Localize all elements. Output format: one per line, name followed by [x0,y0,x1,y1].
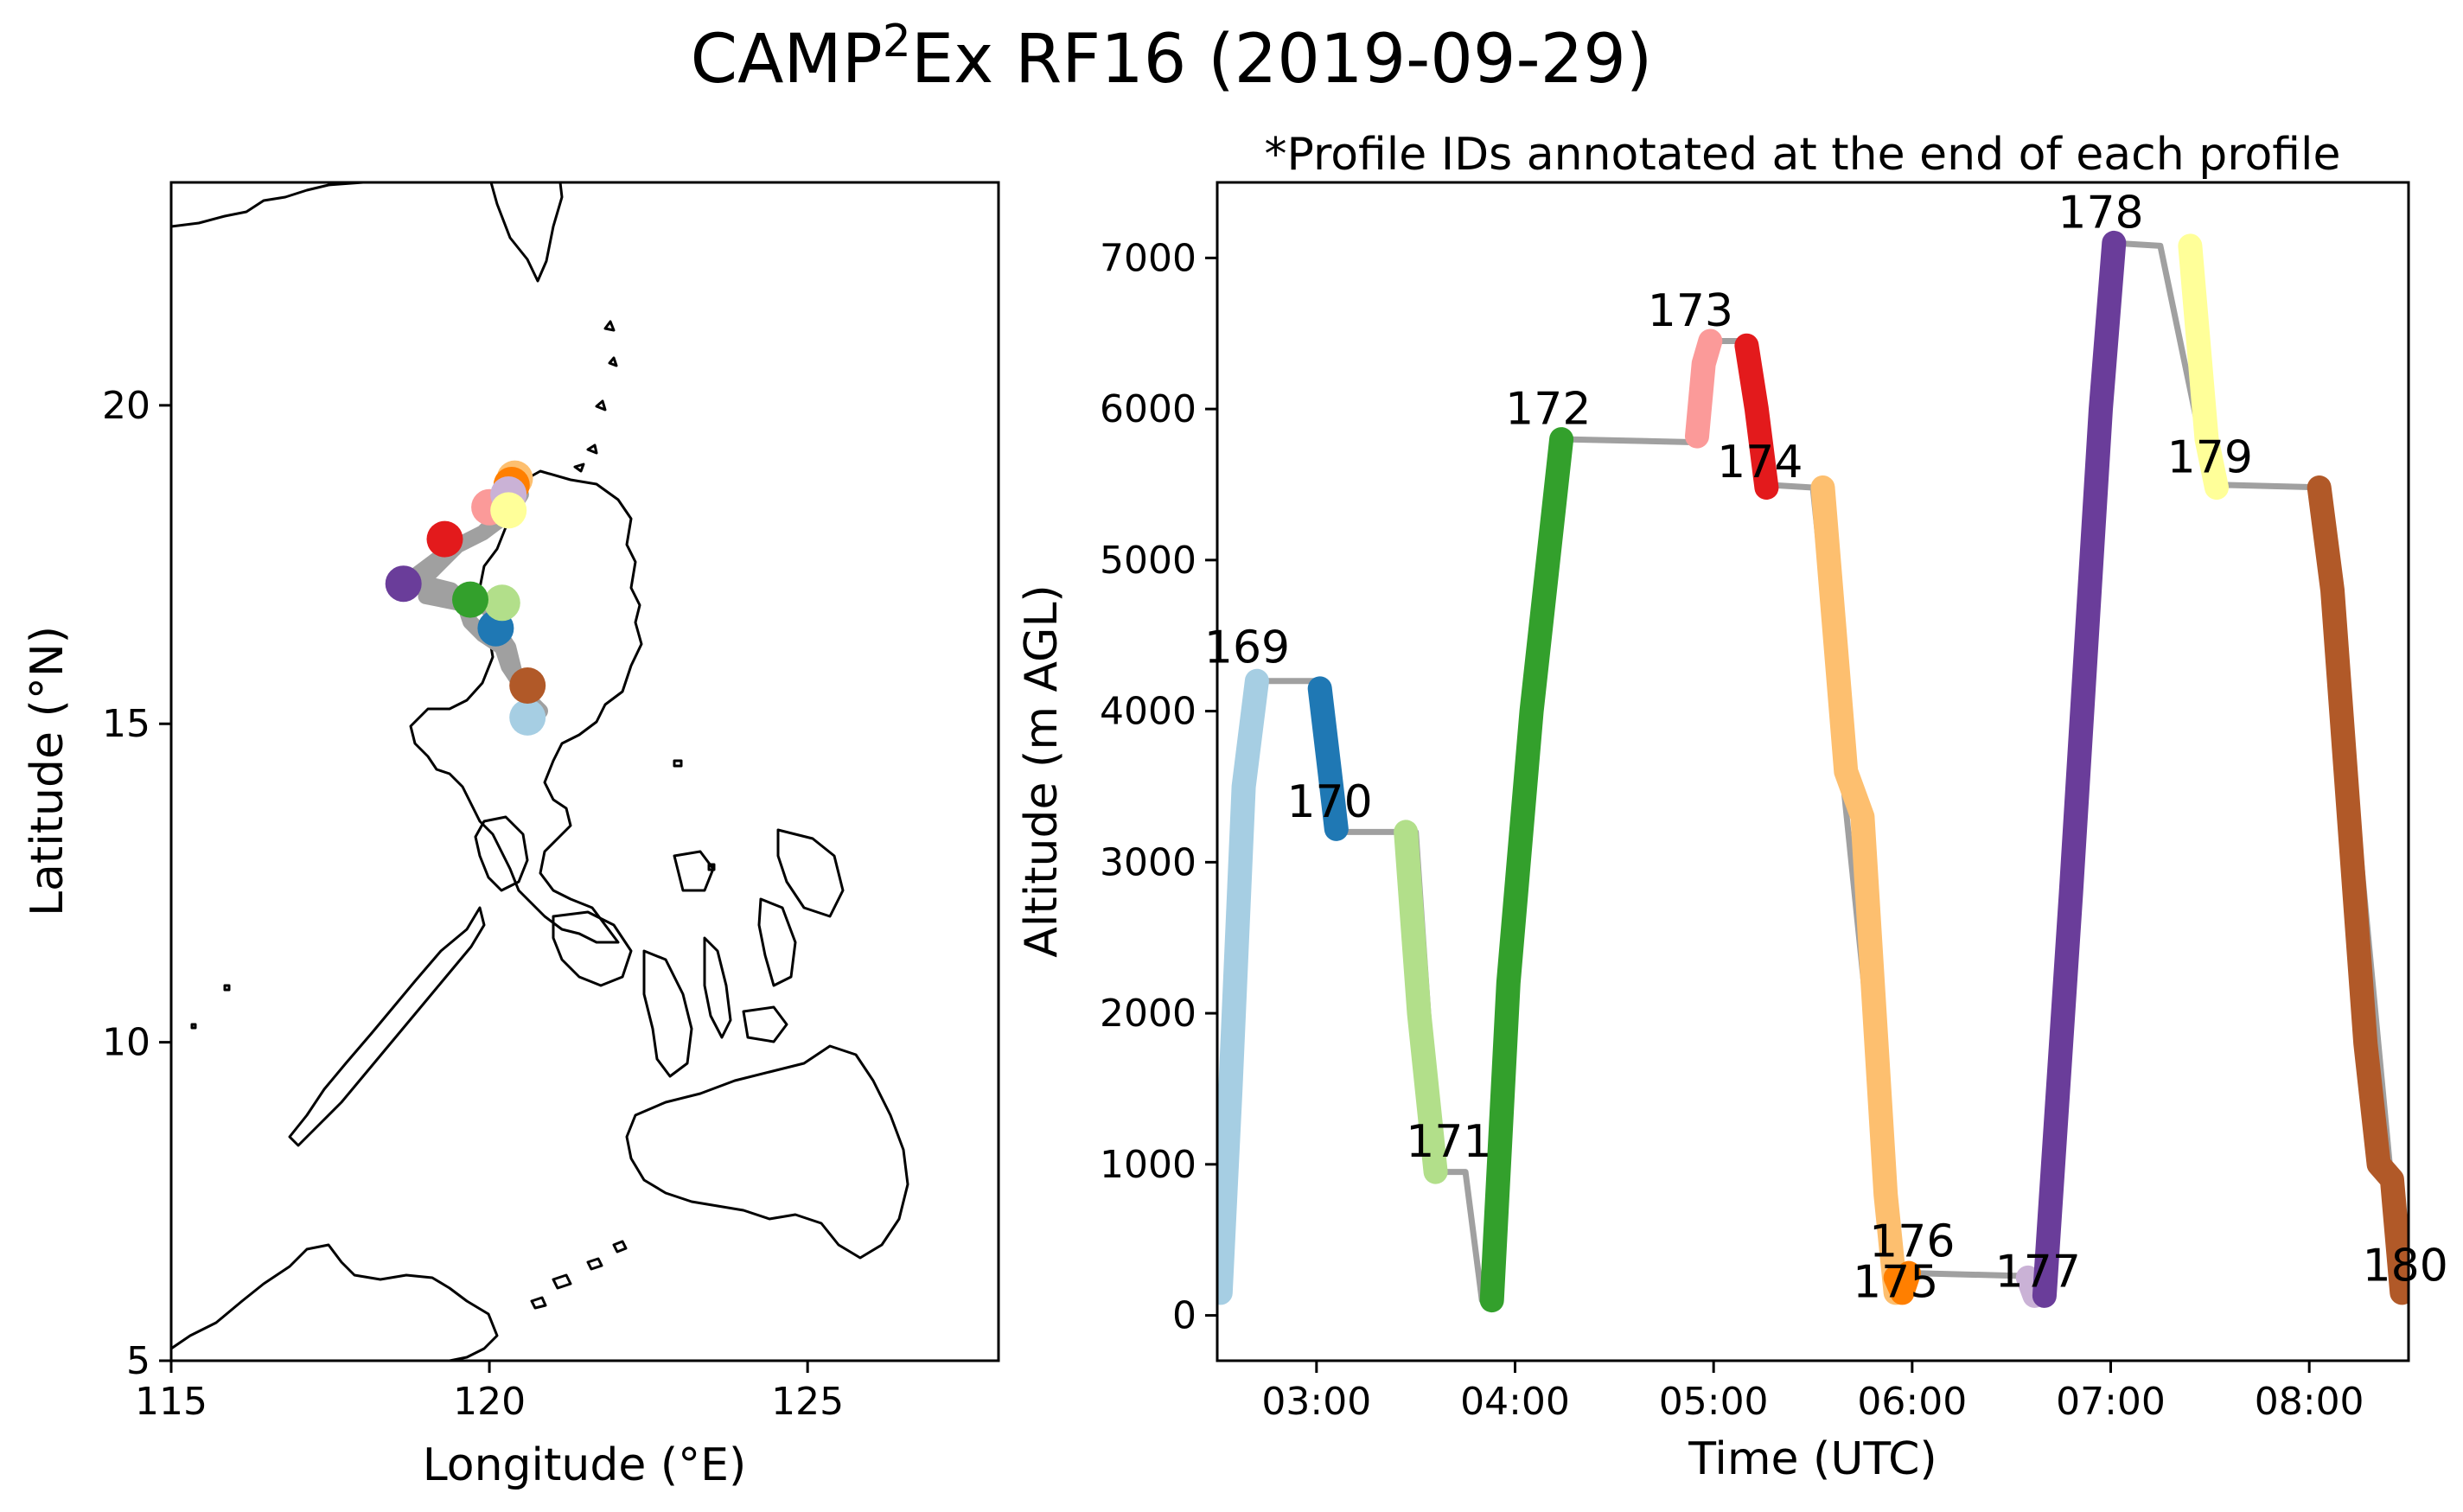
profile-label-173: 173 [1648,285,1733,337]
map-background [171,182,999,1361]
map-ytick-label: 10 [102,1021,150,1065]
map-axes: 115 120 125 5 10 15 20 [102,384,844,1424]
profile-line-170 [1307,676,1349,841]
title-main: CAMP [691,21,883,99]
altitude-ytick-label: 3000 [1100,840,1196,884]
altitude-ytick-label: 2000 [1100,992,1196,1036]
figure-title: CAMP2Ex RF16 (2019-09-29) [691,16,1653,99]
altitude-ytick-label: 0 [1172,1294,1196,1338]
profile-label-170: 170 [1286,776,1372,828]
coastlines [171,182,909,1361]
profile-line-180 [2307,475,2409,1305]
map-xtick-label: 125 [771,1380,844,1424]
map-point-174 [426,520,463,558]
coastline-borneo [171,1243,499,1361]
profile-line-174 [1734,333,1779,500]
profile-line-171 [1394,820,1448,1184]
title-sup: 2 [883,16,911,67]
coastline-islands-north [573,320,618,473]
altitude-ylabel: Altitude (m AGL) [1016,584,1068,957]
profile-line-169 [1217,668,1269,1305]
coastline-sulu [530,1240,628,1310]
coastline-china [171,182,364,228]
altitude-xtick-label: 08:00 [2255,1380,2364,1424]
profile-label-171: 171 [1406,1116,1491,1168]
profile-line-179 [2178,233,2229,500]
altitude-xtick-label: 05:00 [1659,1380,1769,1424]
map-xtick-label: 120 [453,1380,526,1424]
map-frame [169,181,1000,1362]
profile-label-174: 174 [1717,437,1803,488]
map-point-172 [452,581,488,618]
map-point-171 [483,584,520,622]
coastline-islets [190,759,716,1030]
coastline-cebu [703,936,732,1039]
coastline-palawan [288,906,486,1147]
profile-label-179: 179 [2167,432,2253,484]
coastline-luzon [409,469,643,944]
altitude-chart-title: *Profile IDs annotated at the end of eac… [1265,129,2341,181]
altitude-panel: *Profile IDs annotated at the end of eac… [1016,129,2448,1485]
altitude-ytick-label: 5000 [1100,539,1196,583]
altitude-xlabel: Time (UTC) [1688,1433,1937,1485]
map-point-169 [509,699,546,736]
profile-line-173 [1685,329,1723,449]
profile-label-172: 172 [1505,384,1591,436]
altitude-ytick-label: 1000 [1100,1143,1196,1187]
coastline-samar [776,828,845,918]
profile-label-177: 177 [1995,1246,2081,1298]
title-rest: Ex RF16 (2019-09-29) [911,21,1653,99]
profile-line-176 [1883,1260,1921,1305]
map-xlabel: Longitude (°E) [423,1439,747,1491]
coastline-masbate [673,850,715,892]
altitude-ytick-label: 4000 [1100,690,1196,734]
coastline-leyte [757,897,797,987]
altitude-xtick-label: 04:00 [1460,1380,1570,1424]
map-ytick-label: 5 [126,1339,150,1383]
altitude-xtick-label: 07:00 [2056,1380,2166,1424]
profile-line-178 [2032,230,2127,1308]
altitude-axes: 03:00 04:00 05:00 06:00 07:00 08:00 0 1000 2000 3… [1100,236,2364,1424]
map-xtick-label: 115 [135,1380,207,1424]
coastline-mindoro [474,815,529,892]
altitude-background [1217,182,2409,1361]
coastline-mindanao [625,1044,909,1260]
coastline-bohol [742,1005,788,1043]
map-ytick-label: 15 [102,702,150,746]
altitude-xtick-label: 06:00 [1857,1380,1967,1424]
map-point-178 [385,565,422,603]
coastline-negros [642,949,693,1078]
map-panel: 115 120 125 5 10 15 20 Longitude (°E) Latitude… [22,181,1000,1491]
map-ytick-label: 20 [102,384,150,428]
coastline-panay [552,910,633,987]
altitude-ytick-label: 7000 [1100,236,1196,280]
profile-label-175: 175 [1853,1257,1938,1309]
altitude-profiles [1217,230,2409,1313]
altitude-frame [1216,181,2410,1362]
altitude-ytick-label: 6000 [1100,387,1196,431]
coastline-taiwan [489,182,564,283]
profile-line-175 [1810,475,1908,1305]
profile-label-178: 178 [2058,187,2143,239]
profile-label-180: 180 [2363,1240,2448,1292]
map-point-179 [490,492,527,529]
map-profile-points [385,460,546,736]
map-point-180 [509,667,546,704]
profile-label-176: 176 [1869,1215,1955,1267]
profile-line-172 [1479,427,1574,1313]
altitude-xtick-label: 03:00 [1261,1380,1371,1424]
map-ylabel: Latitude (°N) [22,626,73,916]
